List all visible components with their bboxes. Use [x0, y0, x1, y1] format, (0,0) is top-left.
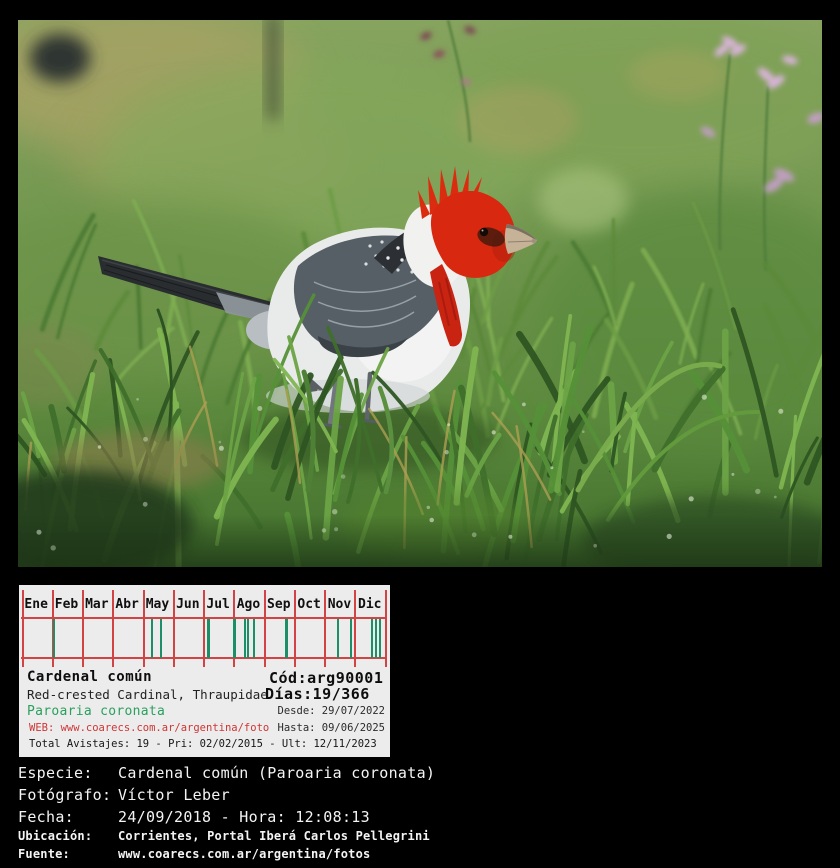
sighting-tick [379, 619, 382, 658]
calendar-grid-line [21, 590, 24, 667]
month-label: Sep [267, 597, 291, 612]
foreground-grass-front [156, 308, 760, 522]
flowers [420, 20, 822, 271]
sighting-tick [375, 619, 378, 658]
totals-line: Total Avistajes: 19 - Pri: 02/02/2015 - … [29, 738, 377, 750]
since-date: Desde: 29/07/2022 [277, 705, 385, 717]
sighting-tick [336, 619, 339, 658]
month-header-row: Ene Feb Mar Abr May Jun Jul Ago Sep Oct … [21, 597, 385, 612]
month-label: Jul [206, 597, 230, 612]
species-code: Cód:arg90001 [269, 669, 384, 687]
dew-drops [36, 389, 784, 551]
common-name: Cardenal común [27, 669, 153, 685]
detail-value: Corrientes, Portal Iberá Carlos Pellegri… [118, 829, 430, 843]
detail-value: Cardenal común (Paroaria coronata) [118, 764, 436, 782]
calendar-grid-line [112, 590, 115, 667]
english-name: Red-crested Cardinal, Thraupidae [27, 687, 268, 702]
calendar-grid-line [51, 590, 54, 667]
sighting-tick [246, 619, 249, 658]
detail-value: 24/09/2018 - Hora: 12:08:13 [118, 808, 370, 826]
scientific-name: Paroaria coronata [27, 704, 166, 719]
sighting-tick [285, 619, 289, 658]
month-label: Abr [115, 597, 139, 612]
month-label: Feb [54, 597, 79, 612]
calendar-grid-line [172, 590, 175, 667]
sighting-tick [253, 619, 256, 658]
detail-value: Víctor Leber [118, 786, 230, 804]
calendar-grid-line [293, 590, 296, 667]
month-label: May [145, 597, 170, 612]
species-panel: Ene Feb Mar Abr May Jun Jul Ago Sep Oct … [19, 585, 390, 757]
detail-label: Fuente: [18, 847, 70, 861]
calendar-grid-line [142, 590, 145, 667]
sighting-tick [160, 619, 163, 658]
calendar-grid-line [324, 590, 326, 667]
sighting-tick [371, 619, 374, 658]
sighting-tick [151, 619, 154, 658]
sighting-tick [233, 619, 237, 658]
calendar-grid-line [263, 590, 266, 667]
month-label: Jun [176, 597, 200, 612]
bird-photo [18, 20, 822, 567]
calendar-grid-line [82, 590, 84, 667]
detail-label: Fotógrafo: [18, 786, 112, 804]
month-label: Nov [327, 597, 352, 612]
calendar-grid-line [384, 590, 387, 667]
month-label: Oct [297, 597, 321, 612]
bird-photo-illustration [18, 20, 822, 567]
month-label: Dic [358, 597, 382, 612]
days-count: Días:19/366 [265, 685, 370, 703]
web-link[interactable]: WEB: www.coarecs.com.ar/argentina/foto [29, 722, 270, 734]
detail-label: Fecha: [18, 808, 74, 826]
detail-label: Especie: [18, 764, 93, 782]
until-date: Hasta: 09/06/2025 [277, 722, 385, 734]
calendar-grid-line [203, 590, 205, 667]
month-label: Ene [24, 597, 48, 612]
month-label: Ago [236, 597, 261, 612]
sighting-tick [243, 619, 246, 658]
sighting-tick [206, 619, 210, 658]
detail-value[interactable]: www.coarecs.com.ar/argentina/fotos [118, 847, 371, 861]
calendar-grid-line [354, 590, 357, 667]
sighting-tick [53, 619, 56, 658]
month-label: Mar [85, 597, 109, 612]
sighting-tick [349, 619, 352, 658]
detail-label: Ubicación: [18, 829, 93, 843]
